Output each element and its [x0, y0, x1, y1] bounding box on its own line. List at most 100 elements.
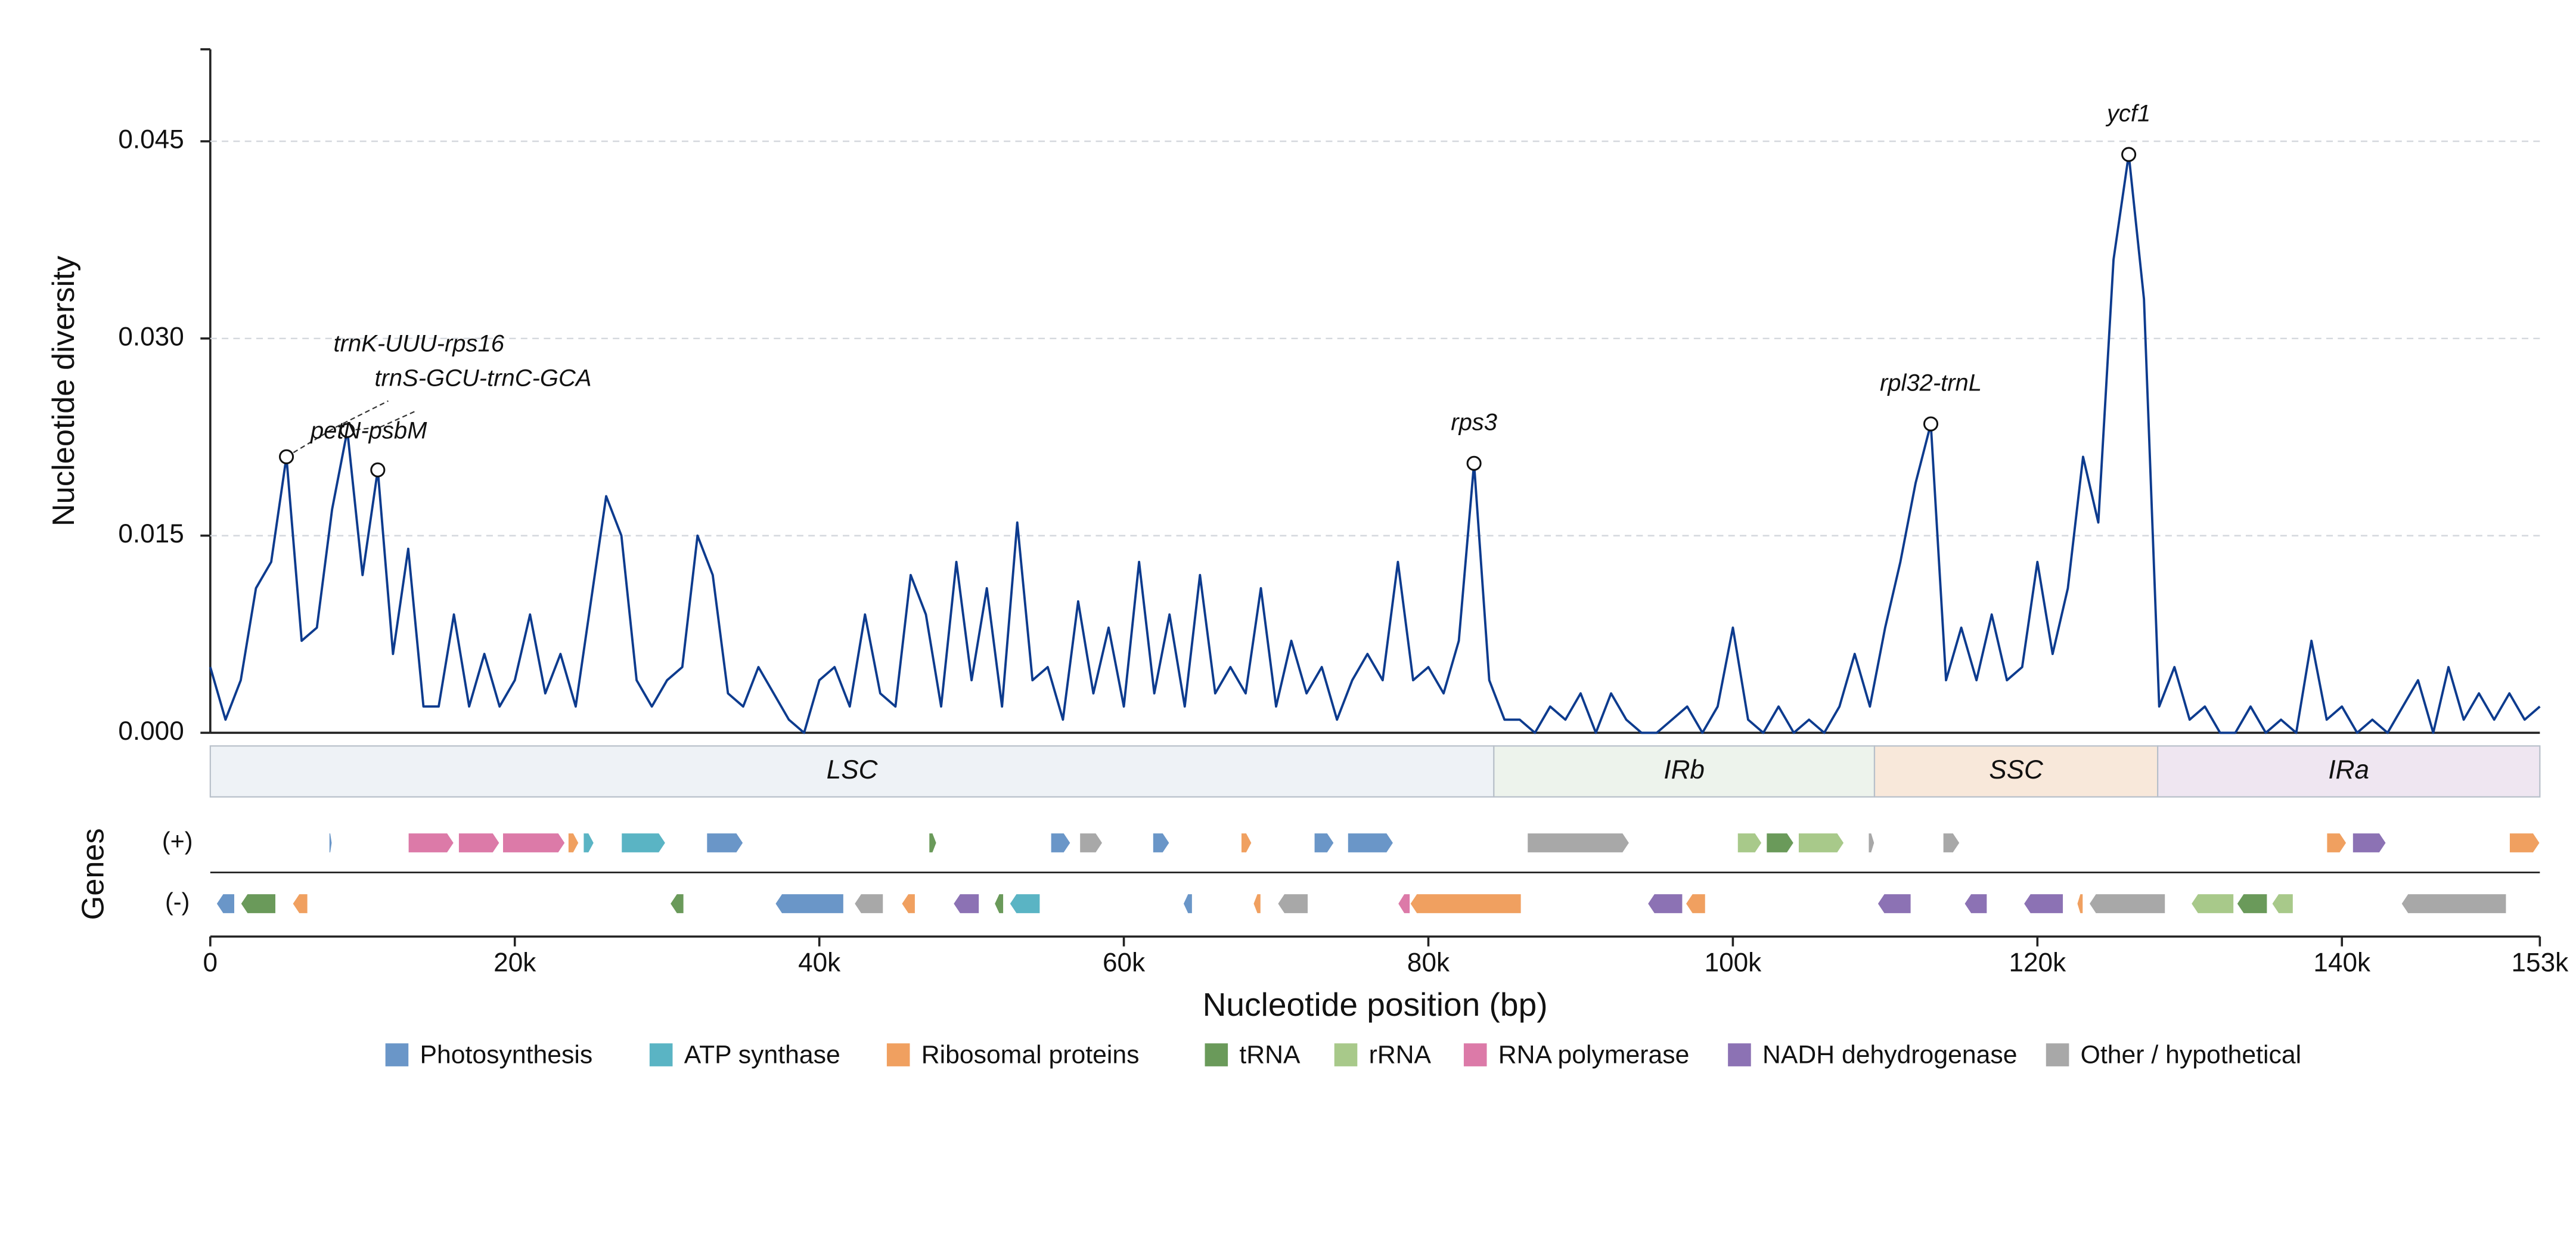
legend-swatch — [1205, 1043, 1228, 1066]
x-axis-label: Nucleotide position (bp) — [1203, 986, 1548, 1023]
x-tick-label: 120k — [2009, 948, 2067, 978]
annotation-label: trnS-GCU-trnC-GCA — [374, 365, 591, 391]
gene — [1963, 893, 1988, 914]
annotation-point — [370, 462, 386, 477]
legend-swatch — [2046, 1043, 2069, 1066]
annotation-label: ycf1 — [2105, 101, 2150, 127]
x-tick-label: 153k — [2512, 948, 2569, 978]
gene — [2271, 893, 2294, 914]
gene — [1765, 832, 1795, 854]
y-axis-label: Nucleotide diversity — [46, 255, 81, 526]
gene — [240, 893, 277, 914]
diversity-line — [209, 153, 2541, 734]
region-label: SSC — [1989, 755, 2044, 784]
strand-label: (-) — [165, 888, 190, 916]
x-tick-label: 60k — [1103, 948, 1146, 978]
region — [1493, 745, 1876, 798]
gene — [567, 832, 579, 854]
legend-label: Photosynthesis — [420, 1041, 593, 1069]
y-tick-label: 0.000 — [118, 717, 184, 746]
gene — [1347, 832, 1394, 854]
gene — [928, 832, 938, 854]
legend-swatch — [1334, 1043, 1358, 1066]
region — [1873, 745, 2159, 798]
gene — [1252, 893, 1262, 914]
y-tick-label: 0.030 — [118, 322, 184, 351]
legend-label: NADH dehydrogenase — [1762, 1041, 2017, 1069]
gene — [216, 893, 235, 914]
gene — [2077, 893, 2084, 914]
x-tick-label: 100k — [1705, 948, 1762, 978]
gene — [1009, 893, 1041, 914]
annotation-point — [1923, 416, 1939, 432]
gene — [901, 893, 916, 914]
gene — [994, 893, 1004, 914]
legend-swatch — [1463, 1043, 1487, 1066]
region — [2157, 745, 2541, 798]
x-tick-label: 140k — [2313, 948, 2371, 978]
gene — [2352, 832, 2387, 854]
gene — [2088, 893, 2166, 914]
gene — [1277, 893, 1309, 914]
gene — [408, 832, 455, 854]
annotation-point — [340, 423, 355, 438]
gene — [1877, 893, 1911, 914]
legend-label: Other / hypothetical — [2081, 1041, 2301, 1069]
gene — [2326, 832, 2347, 854]
legend-label: RNA polymerase — [1498, 1041, 1690, 1069]
gene — [1397, 893, 1411, 914]
gene — [1240, 832, 1252, 854]
legend-label: rRNA — [1369, 1041, 1432, 1069]
gene — [1685, 893, 1706, 914]
x-tick-label: 20k — [494, 948, 536, 978]
gene — [328, 832, 333, 854]
legend-swatch — [886, 1043, 910, 1066]
annotation-label: rpl32-trnL — [1880, 370, 1982, 396]
annotation-leader — [285, 400, 389, 458]
y-tick-label: 0.015 — [118, 519, 184, 548]
gene — [1079, 832, 1103, 854]
gene — [1868, 832, 1875, 854]
region — [209, 745, 1495, 798]
annotation-label: rps3 — [1451, 410, 1497, 436]
gene — [854, 893, 884, 914]
annotation-leader — [347, 410, 417, 432]
annotation-point — [1466, 455, 1482, 471]
y-tick-label: 0.045 — [118, 125, 184, 154]
legend-label: ATP synthase — [684, 1041, 840, 1069]
gene — [1410, 893, 1522, 914]
gene-track-title: Genes — [76, 828, 111, 920]
region-label: LSC — [827, 755, 879, 784]
gene — [774, 893, 845, 914]
x-tick-label: 40k — [798, 948, 841, 978]
gene — [1314, 832, 1334, 854]
x-tick-label: 0 — [203, 948, 218, 978]
gene — [2190, 893, 2234, 914]
gene — [620, 832, 666, 854]
gene — [1647, 893, 1683, 914]
gene — [2401, 893, 2507, 914]
gene — [706, 832, 744, 854]
gene — [1942, 832, 1960, 854]
gene — [2236, 893, 2268, 914]
annotation-point — [279, 449, 294, 464]
gene — [1183, 893, 1193, 914]
annotation-label: trnK-UUU-rps16 — [334, 330, 505, 356]
gene — [458, 832, 501, 854]
legend-label: Ribosomal proteins — [921, 1041, 1140, 1069]
gene — [291, 893, 309, 914]
legend-swatch — [385, 1043, 409, 1066]
gene — [952, 893, 980, 914]
gene — [502, 832, 566, 854]
annotation-label: petN-psbM — [310, 417, 427, 443]
region-label: IRb — [1663, 755, 1705, 784]
gene — [2509, 832, 2541, 854]
gene — [1737, 832, 1762, 854]
gene — [1798, 832, 1845, 854]
gene — [2023, 893, 2064, 914]
strand-label: (+) — [162, 827, 193, 855]
legend-swatch — [649, 1043, 673, 1066]
gene — [1152, 832, 1171, 854]
